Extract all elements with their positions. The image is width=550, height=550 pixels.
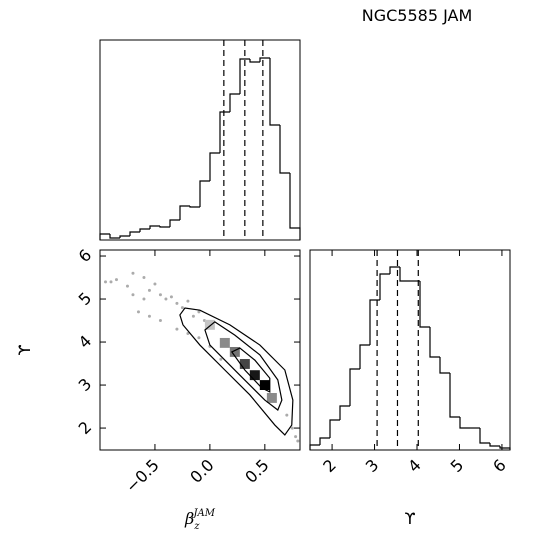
sample-point	[142, 276, 146, 280]
sample-point	[153, 282, 157, 286]
histogram-bin	[159, 226, 170, 228]
histogram-bin	[219, 111, 230, 153]
histogram-bin	[419, 281, 430, 328]
histogram-bin	[179, 205, 190, 220]
histogram-bin	[449, 373, 460, 418]
histogram-bin	[209, 152, 220, 181]
sample-point	[164, 297, 168, 301]
sample-point	[197, 336, 201, 340]
sample-point	[125, 284, 129, 288]
sample-point	[131, 293, 135, 297]
sample-point	[158, 319, 162, 323]
axes-frame	[99, 249, 301, 451]
sample-point	[175, 327, 179, 331]
histogram-bin	[489, 443, 500, 447]
sample-point	[296, 439, 300, 443]
sample-point	[180, 306, 184, 310]
histogram-bin	[399, 267, 410, 282]
histogram-bin	[229, 93, 240, 112]
histogram-bin	[379, 273, 390, 300]
histogram-bin	[279, 125, 290, 174]
histogram-bin	[439, 357, 450, 374]
density-cell	[229, 346, 240, 357]
sample-point	[169, 295, 173, 299]
histogram-bin	[319, 437, 330, 445]
histogram-bin	[249, 59, 260, 63]
sample-point	[197, 310, 201, 314]
sample-point	[136, 310, 140, 314]
histogram-bin	[349, 368, 360, 406]
sample-point	[103, 280, 107, 284]
density-cell	[249, 370, 260, 381]
histogram-bin	[169, 219, 180, 227]
x-label-base: β	[184, 509, 194, 528]
histogram-bin	[239, 58, 250, 94]
axes-frame	[309, 249, 511, 451]
contour	[230, 347, 271, 393]
x-axis-label: ϒ	[404, 509, 415, 528]
sample-point	[290, 426, 294, 430]
density-cell	[259, 380, 270, 390]
sample-point	[147, 314, 151, 318]
histogram-bin	[109, 234, 120, 239]
histogram-bin	[429, 327, 440, 358]
sample-point	[158, 293, 162, 297]
density-cell	[266, 393, 277, 403]
sample-point	[109, 280, 113, 284]
histogram-bin	[189, 206, 200, 208]
sample-point	[147, 288, 151, 292]
histogram-bin	[139, 228, 150, 232]
sample-point	[131, 271, 135, 275]
density-cell	[239, 359, 250, 369]
contour	[204, 321, 283, 411]
sample-point	[186, 331, 190, 335]
sample-point	[219, 357, 223, 361]
histogram-bin	[329, 419, 340, 438]
histogram-bin	[389, 266, 400, 274]
x-label-sup: JAM	[192, 508, 216, 519]
contour	[179, 307, 294, 436]
histogram-bin	[339, 405, 350, 420]
density-cell	[219, 337, 230, 348]
sample-point	[142, 297, 146, 301]
axes-frame	[99, 39, 301, 241]
histogram-bin	[259, 57, 270, 62]
sample-point	[285, 413, 289, 417]
x-label-sub: z	[193, 521, 200, 532]
histogram-bin	[269, 58, 280, 126]
sample-point	[294, 435, 298, 439]
y-axis-label: ϒ	[15, 344, 34, 355]
histogram-bin	[199, 180, 210, 207]
histogram-bin	[149, 225, 160, 229]
histogram-bin	[359, 344, 370, 369]
sample-point	[114, 278, 118, 282]
histogram-bin	[479, 428, 490, 444]
density-cell	[204, 319, 215, 330]
histogram-bin	[129, 231, 140, 236]
chart-title: NGC5585 JAM	[362, 6, 473, 25]
sample-point	[186, 299, 190, 303]
sample-point	[191, 314, 195, 318]
sample-point	[175, 301, 179, 305]
histogram-bin	[119, 235, 130, 238]
x-axis-label: βz JAM	[184, 508, 216, 532]
histogram-bin	[459, 417, 470, 429]
